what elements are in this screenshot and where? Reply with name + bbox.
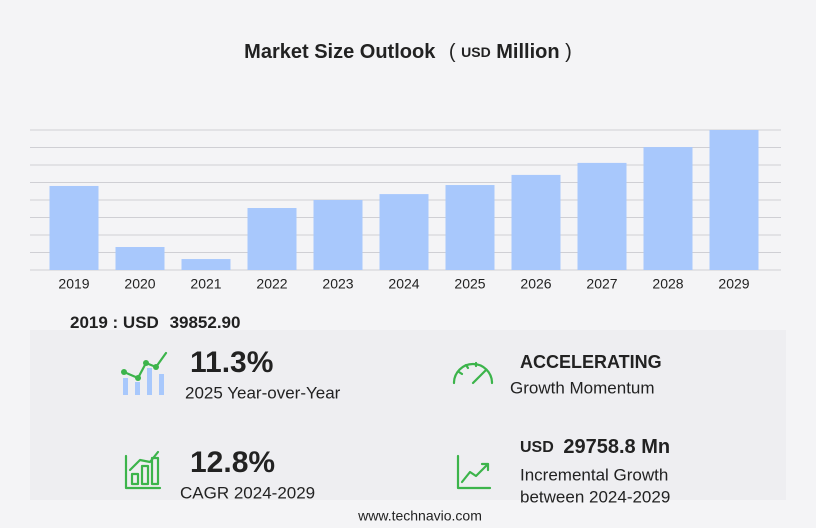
title-paren: ): [565, 41, 572, 63]
incremental-period: between 2024-2029: [520, 487, 670, 506]
x-tick-label: 2022: [256, 276, 287, 292]
base-label: 2019 : USD: [70, 313, 159, 332]
incremental-unit: USD: [520, 439, 554, 456]
title-main: Market Size Outlook: [244, 41, 436, 63]
bar: [49, 185, 99, 270]
x-tick-label: 2029: [718, 276, 749, 292]
plot: 2019 2020 2021 2022 2023 2024 2025 2026 2027 2028…: [30, 129, 781, 292]
momentum-value: ACCELERATING: [520, 352, 662, 372]
x-tick-label: 2025: [454, 276, 485, 292]
bar: [181, 259, 231, 270]
yoy-icon: [121, 351, 168, 395]
momentum-icon: [452, 361, 494, 385]
base-year-label: 2019 : USD 39852.90: [70, 313, 240, 332]
x-tick-label: 2024: [388, 276, 419, 292]
cagr-value: 12.8%: [190, 446, 275, 479]
bar: [313, 200, 363, 270]
cagr-icon: [124, 450, 162, 490]
bar: [247, 208, 297, 270]
bar: [709, 130, 759, 270]
bar: [577, 162, 627, 270]
yoy-label: 2025 Year-over-Year: [185, 383, 341, 402]
incremental-icon: [456, 454, 492, 490]
x-tick-label: 2023: [322, 276, 353, 292]
incremental-label: Incremental Growth: [520, 465, 668, 484]
x-tick-label: 2020: [124, 276, 155, 292]
title-unit-prefix: USD: [461, 44, 491, 60]
x-tick-label: 2027: [586, 276, 617, 292]
cagr-label: CAGR 2024-2029: [180, 483, 315, 502]
x-tick-label: 2028: [652, 276, 683, 292]
title-paren: (: [449, 41, 456, 63]
bar: [643, 147, 693, 270]
incremental-value: 29758.8 Mn: [563, 436, 670, 458]
yoy-value: 11.3%: [190, 346, 273, 379]
bar: [115, 247, 165, 270]
bar: [379, 194, 429, 270]
x-tick-label: 2026: [520, 276, 551, 292]
footer: www.technavio.com: [357, 508, 482, 524]
x-tick-label: 2019: [58, 276, 89, 292]
bar: [511, 174, 561, 270]
title-unit: Million: [496, 41, 559, 63]
chart-title: Market Size Outlook ( USD Million ): [244, 41, 572, 63]
bar: [445, 185, 495, 270]
x-tick-label: 2021: [190, 276, 221, 292]
kpi-panel: [30, 330, 786, 500]
momentum-label: Growth Momentum: [510, 378, 655, 397]
base-value: 39852.90: [170, 313, 241, 332]
incremental-headline: USD 29758.8 Mn: [520, 436, 670, 458]
